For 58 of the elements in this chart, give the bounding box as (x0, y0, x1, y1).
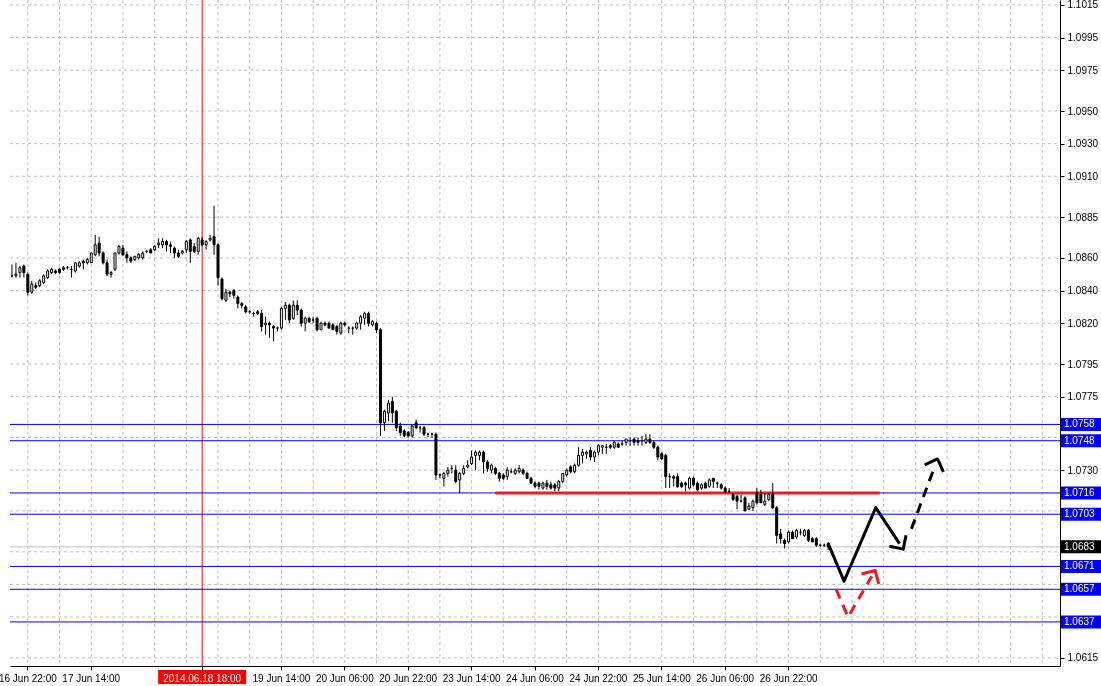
y-tick-label: 1.0910 (1067, 170, 1099, 182)
x-tick-label: 17 Jun 14:00 (62, 672, 121, 684)
candlestick (18, 265, 22, 278)
x-tick-label: 20 Jun 22:00 (379, 672, 438, 684)
candlestick (390, 396, 394, 424)
candlestick (188, 237, 192, 264)
x-tick-label: 2014.06.18 18:00 (163, 672, 242, 684)
ref-line-label: 1.0671 (1064, 560, 1096, 572)
y-tick-label: 1.0885 (1067, 211, 1099, 223)
candlestick (291, 299, 295, 321)
candlestick (287, 303, 291, 324)
y-tick-label: 1.0775 (1067, 391, 1099, 403)
y-tick-label: 1.0730 (1067, 464, 1099, 476)
y-tick-label: 1.0795 (1067, 358, 1099, 370)
y-tick-label: 1.0840 (1067, 285, 1099, 297)
candlestick (474, 450, 478, 471)
candlestick (458, 471, 462, 494)
ref-line-label: 1.0683 (1064, 540, 1096, 552)
candlestick (14, 262, 18, 278)
x-tick-label: 24 Jun 06:00 (506, 672, 565, 684)
ref-line-label: 1.0758 (1064, 418, 1096, 430)
x-tick-label: 26 Jun 22:00 (759, 672, 818, 684)
candlestick (632, 436, 636, 447)
candlestick (279, 306, 283, 331)
y-tick-label: 1.0930 (1067, 138, 1099, 150)
y-tick-label: 1.0975 (1067, 64, 1099, 76)
candlestick (577, 446, 581, 468)
ref-line-label: 1.0748 (1064, 434, 1096, 446)
y-tick-label: 1.1015 (1067, 0, 1099, 11)
x-tick-label: 19 Jun 14:00 (252, 672, 311, 684)
ref-line-label: 1.0703 (1064, 508, 1096, 520)
y-tick-label: 1.0995 (1067, 32, 1099, 44)
candlestick (636, 436, 640, 447)
x-tick-label: 23 Jun 14:00 (442, 672, 501, 684)
candlestick (386, 399, 390, 422)
y-tick-label: 1.0615 (1067, 652, 1099, 664)
x-tick-label: 20 Jun 06:00 (315, 672, 375, 684)
candlestick (537, 481, 541, 491)
y-tick-label: 1.0860 (1067, 252, 1099, 264)
candlestick (545, 479, 549, 491)
x-tick-label: 25 Jun 14:00 (632, 672, 692, 684)
candlestick (735, 494, 739, 510)
candlestick (648, 433, 652, 445)
ref-line-label: 1.0657 (1064, 583, 1096, 595)
candlestick (10, 263, 14, 278)
candlestick (664, 453, 668, 489)
candlestick (260, 309, 264, 332)
candlestick (442, 471, 446, 487)
candlestick (228, 290, 232, 298)
x-tick-label: 16 Jun 22:00 (0, 672, 58, 684)
x-tick-label: 26 Jun 06:00 (696, 672, 755, 684)
ref-line-label: 1.0637 (1064, 615, 1096, 627)
y-tick-label: 1.0820 (1067, 317, 1099, 329)
candlestick (204, 239, 208, 251)
y-tick-label: 1.0950 (1067, 105, 1099, 117)
x-tick-label: 24 Jun 22:00 (569, 672, 628, 684)
ref-line-label: 1.0716 (1064, 486, 1096, 498)
candlestick (644, 433, 648, 445)
